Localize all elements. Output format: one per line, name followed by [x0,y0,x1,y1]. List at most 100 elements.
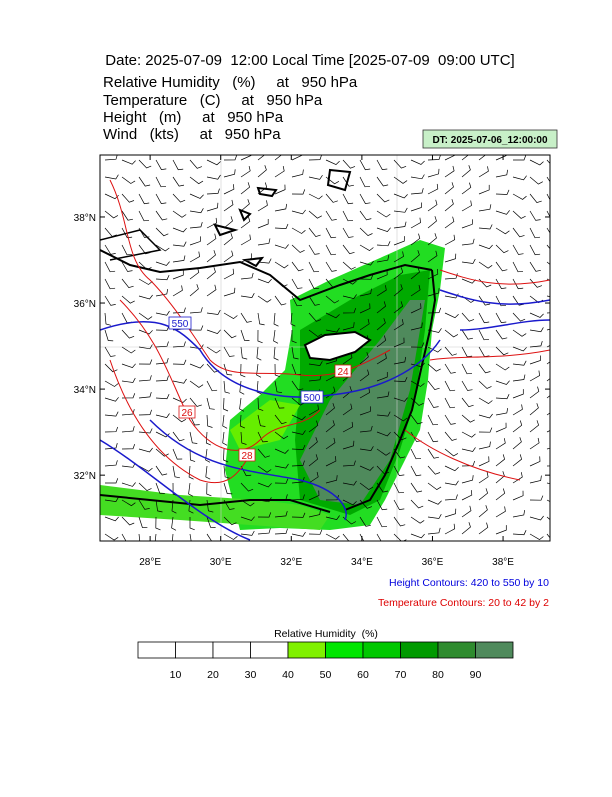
wind-barb [257,278,272,284]
wind-barb [206,217,218,229]
wind-barb [138,392,152,399]
wind-barb [444,480,459,486]
wind-barb [104,497,119,502]
wind-barb [546,295,550,297]
wind-barb [274,223,289,229]
wind-barb [257,182,268,195]
wind-barb [393,251,404,263]
wind-barb [410,188,424,195]
wind-barb [274,261,289,269]
wind-barb [104,193,119,200]
wind-barb [376,210,391,218]
wind-barb [104,426,119,433]
wind-barb [410,516,425,524]
wind-barb [290,312,296,327]
wind-barb [359,303,371,314]
wind-barb [155,289,169,297]
wind-barb [257,528,271,535]
wind-barb [461,329,473,340]
wind-barb [240,499,255,507]
humidity-area [300,300,425,505]
wind-barb [223,448,229,463]
wind-barb [223,233,233,246]
wind-barb [444,363,456,374]
wind-barb [121,363,136,369]
wind-barb [444,397,456,409]
wind-barb [410,250,420,263]
wind-barb [512,374,526,382]
wind-barb [427,363,441,372]
wind-barb [308,361,323,366]
wind-barb [274,528,288,535]
wind-barb [546,345,550,348]
wind-barb [342,352,353,365]
wind-barb [478,471,489,484]
wind-barb [172,341,186,348]
wind-barb [393,236,405,246]
wind-barb [461,258,476,264]
wind-barb [342,159,356,169]
wind-barb [410,303,422,314]
wind-barb [529,261,541,272]
coastline [344,269,437,511]
wind-barb [223,465,230,479]
wind-barb [121,426,135,433]
wind-barb [546,499,550,502]
wind-barb [308,193,323,200]
wind-barb [410,233,421,246]
wind-barb [529,355,541,365]
wind-barb [189,307,203,314]
wind-barb [189,344,204,350]
wind-barb [410,465,422,477]
wind-barb [393,397,408,402]
wind-barb [393,431,407,441]
wind-barb [359,193,371,204]
colorbar-box [212,641,251,659]
wind-barb [495,422,507,433]
wind-barb [495,169,508,178]
wind-barb [206,329,221,335]
colorbar-box [175,641,214,659]
wind-barb [291,346,299,360]
wind-barb [410,267,420,280]
wind-barb [206,174,221,180]
wind-barb [325,515,340,520]
wind-barb [291,477,305,484]
wind-barb [308,227,321,238]
wind-barb [512,360,527,366]
wind-barb [529,244,541,256]
wind-barb [222,431,228,446]
wind-barb [512,312,526,322]
wind-barb [155,499,163,513]
wind-barb [308,261,320,273]
wind-barb [410,533,425,539]
wind-barb [376,499,388,511]
wind-barb [189,222,203,229]
wind-barb [444,465,459,472]
wind-barb [427,465,441,475]
wind-barb [206,284,217,297]
wind-barb [257,397,264,411]
wind-barb [478,295,491,306]
wind-barb [308,278,320,290]
wind-barb [495,363,510,371]
wind-barb [138,447,153,453]
wind-barb [546,361,550,365]
wind-barb [206,159,221,166]
wind-barb [104,312,111,326]
wind-barb [461,155,469,161]
wind-barb [172,448,183,460]
wind-barb [444,312,459,319]
wind-barb [529,420,540,433]
wind-barb [291,444,306,450]
wind-barb [172,285,183,297]
wind-barb [240,530,255,536]
wind-barb [529,475,542,484]
wind-barb [444,273,458,280]
wind-barb [376,391,390,399]
wind-barb [461,522,471,535]
wind-barb [240,182,251,195]
wind-barb [376,159,388,170]
wind-barb [223,533,238,540]
wind-barb [240,363,246,378]
